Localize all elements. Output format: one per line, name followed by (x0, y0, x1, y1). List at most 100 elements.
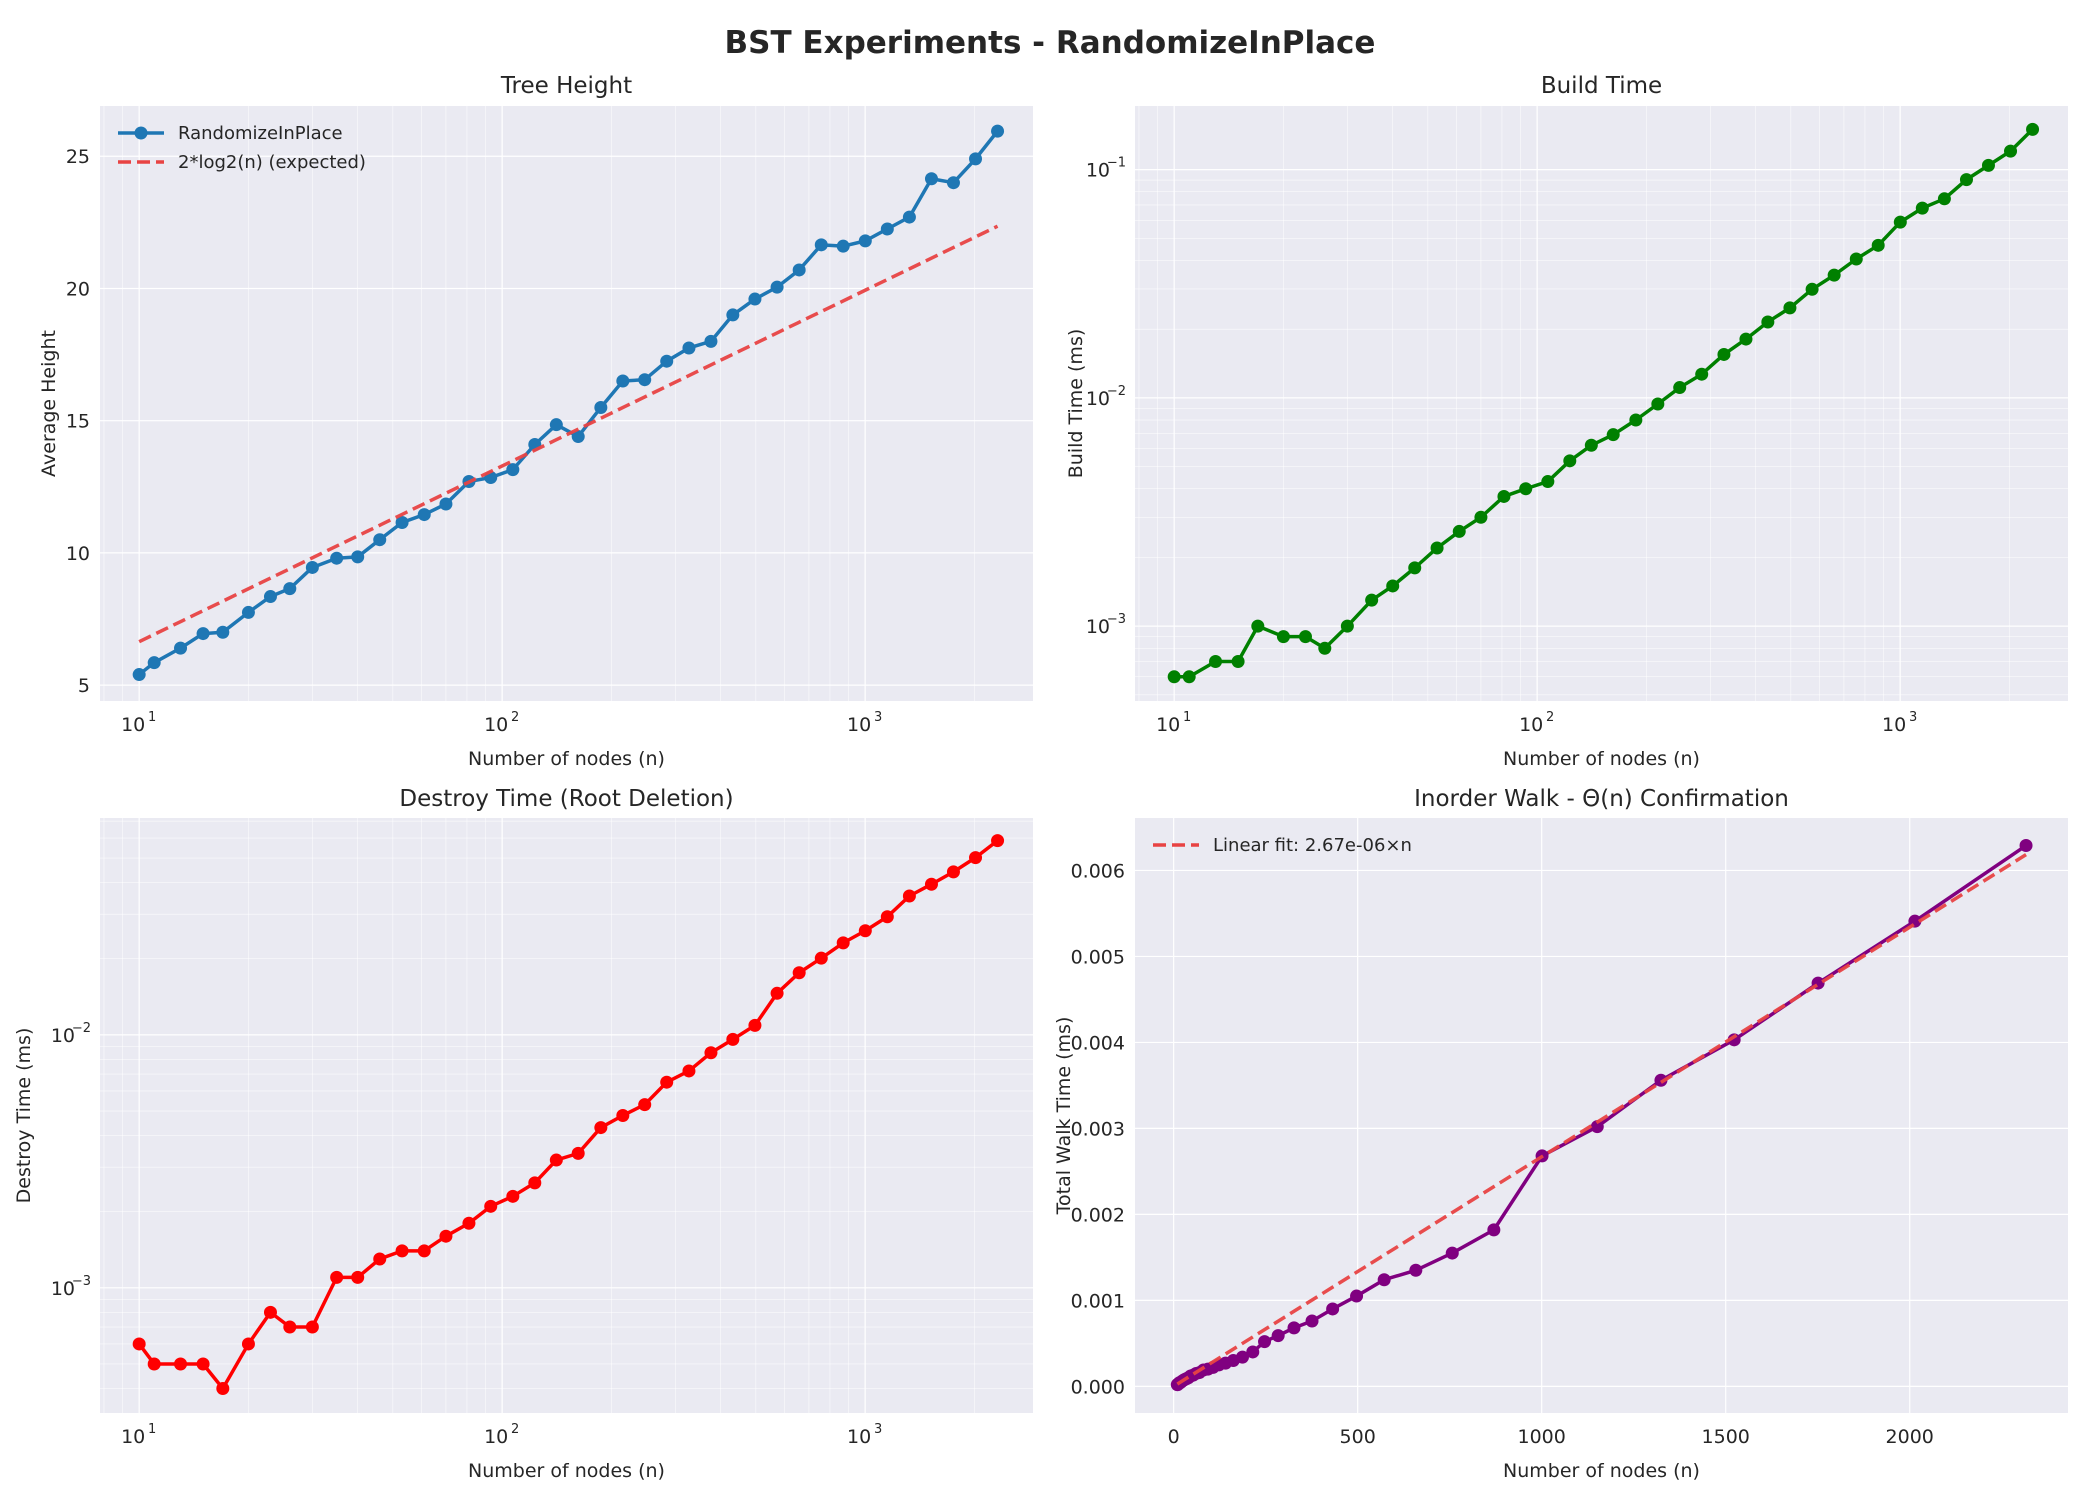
svg-text:−3: −3 (72, 1274, 91, 1289)
data-point (216, 625, 230, 639)
svg-text:3: 3 (874, 1422, 882, 1437)
data-point (147, 656, 161, 670)
data-point (462, 1216, 476, 1230)
data-point (1445, 1246, 1459, 1260)
y-tick-label: −110 (1086, 156, 1126, 182)
data-point (1271, 1329, 1285, 1343)
data-point (1474, 510, 1488, 524)
legend-item: RandomizeInPlace (118, 123, 343, 144)
x-axis-label: Number of nodes (n) (468, 1460, 665, 1482)
data-point (682, 1064, 696, 1078)
data-point (1937, 192, 1951, 206)
data-point (373, 533, 387, 547)
data-point (1629, 413, 1643, 427)
data-point (1695, 367, 1709, 381)
data-point (880, 910, 894, 924)
plot-area (1135, 106, 2068, 701)
x-tick-label: 10 2 (1519, 710, 1554, 736)
svg-text:3: 3 (874, 710, 882, 725)
x-tick-label: 2000 (1886, 1426, 1934, 1448)
data-point (704, 1046, 718, 1060)
data-point (132, 1337, 146, 1351)
data-point (351, 550, 365, 564)
data-point (1305, 1314, 1319, 1328)
y-tick-label: 0.000 (1071, 1376, 1125, 1398)
legend-item: 2*log2(n) (expected) (118, 152, 366, 173)
x-tick-label: 10 1 (121, 1422, 156, 1448)
svg-text:−2: −2 (72, 1021, 91, 1036)
data-point (902, 210, 916, 224)
data-point (969, 152, 983, 166)
x-axis-label: Number of nodes (n) (1503, 1460, 1700, 1482)
data-point (147, 1357, 161, 1371)
data-point (1893, 215, 1907, 229)
fit-line (138, 224, 999, 644)
x-tick-label: 10 1 (1156, 710, 1191, 736)
data-point (1541, 475, 1555, 489)
data-point (1231, 655, 1245, 669)
data-point (1409, 1263, 1423, 1277)
data-point (946, 865, 960, 879)
data-point (395, 1244, 409, 1258)
data-point (1654, 1073, 1668, 1087)
plot-area (100, 818, 1033, 1413)
figure-title: BST Experiments - RandomizeInPlace (725, 25, 1376, 61)
data-point (616, 374, 630, 388)
data-point (417, 508, 431, 522)
data-point (1209, 655, 1223, 669)
data-point (2026, 122, 2040, 136)
data-point (1340, 619, 1354, 633)
data-point (506, 1189, 520, 1203)
panel-title: Inorder Walk - Θ(n) Confirmation (1414, 786, 1789, 812)
x-axis-label: Number of nodes (n) (1503, 748, 1700, 770)
x-tick-label: 1000 (1518, 1426, 1566, 1448)
svg-text:10: 10 (484, 714, 508, 736)
data-point (439, 1229, 453, 1243)
data-point (216, 1381, 230, 1395)
svg-text:2: 2 (511, 1422, 519, 1437)
svg-text:−2: −2 (1107, 384, 1126, 399)
data-point (373, 1252, 387, 1266)
data-point (1739, 332, 1753, 346)
data-point (1651, 397, 1665, 411)
data-point (704, 334, 718, 348)
y-tick-label: 0.006 (1071, 860, 1125, 882)
legend-marker (134, 126, 148, 140)
y-tick-label: 15 (66, 411, 90, 433)
svg-text:2: 2 (511, 710, 519, 725)
data-point (991, 834, 1005, 848)
data-point (1519, 482, 1533, 496)
svg-text:10: 10 (1086, 616, 1110, 638)
series-line (137, 839, 999, 1391)
data-point (305, 1320, 319, 1334)
data-point (1497, 489, 1511, 503)
data-point (1182, 670, 1196, 684)
data-point (616, 1109, 630, 1122)
data-point (196, 627, 210, 641)
data-point (263, 590, 277, 604)
data-point (1673, 381, 1687, 395)
svg-text:10: 10 (1519, 714, 1543, 736)
y-tick-label: 20 (66, 278, 90, 300)
data-point (1452, 524, 1466, 538)
data-point (792, 966, 806, 980)
data-point (506, 463, 520, 477)
x-tick-label: 10 2 (484, 1422, 519, 1448)
data-point (1959, 173, 1973, 187)
data-point (770, 280, 784, 294)
data-point (1430, 541, 1444, 555)
y-tick-label: −310 (1086, 612, 1126, 638)
svg-text:10: 10 (51, 1025, 75, 1047)
data-point (1251, 619, 1265, 633)
data-point (726, 1032, 740, 1046)
data-point (924, 877, 938, 891)
data-point (1167, 670, 1181, 684)
panel-build-time: Build Time Number of nodes (n) Build Tim… (1065, 73, 2068, 770)
data-point (1981, 158, 1995, 172)
data-point (1365, 593, 1379, 607)
data-point (330, 1270, 344, 1284)
data-point (770, 986, 784, 1000)
data-point (351, 1270, 365, 1284)
data-point (484, 1199, 498, 1213)
data-point (1235, 1350, 1249, 1364)
